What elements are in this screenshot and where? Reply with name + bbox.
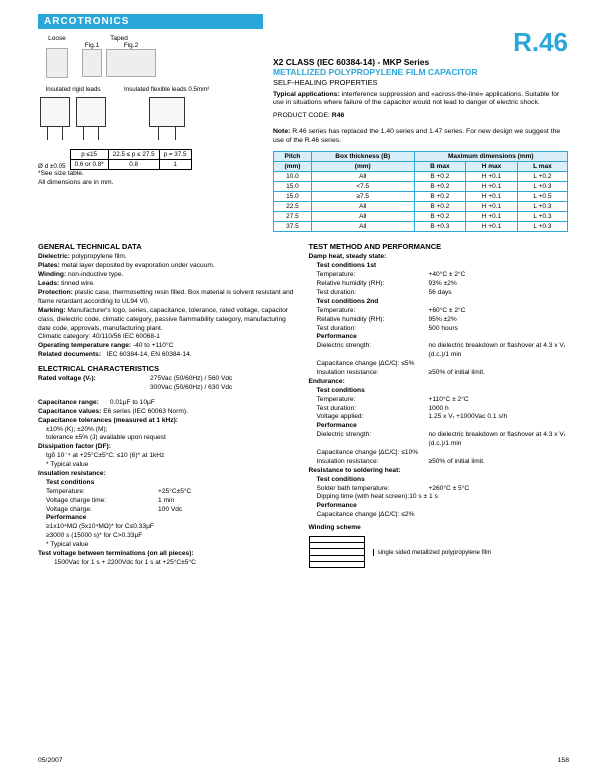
fig2-label: Fig.2 [106, 42, 156, 49]
gtd-plates: Plates: metal layer deposited by evapora… [38, 262, 299, 271]
damp-label: Damp heat, steady state: [309, 253, 570, 262]
product-code: PRODUCT CODE: R46 [273, 112, 568, 120]
page-footer: 05/2007 158 [38, 757, 569, 764]
table-row: 37.5AllB +0.3H +0.1L +0.3 [274, 222, 568, 232]
tv-label: Test voltage between terminations (on al… [38, 550, 299, 559]
gtd-related: Related documents: IEC 60384-14, EN 6038… [38, 351, 299, 360]
footer-date: 05/2007 [38, 757, 63, 764]
dimensions-table: PitchBox thickness (B)Maximum dimensions… [273, 151, 568, 232]
cap-range: Capacitance range: 0.01µF to 10µF [38, 399, 299, 408]
cap-values: Capacitance values: E6 series (IEC 60063… [38, 408, 299, 417]
tm-title: TEST METHOD AND PERFORMANCE [309, 242, 570, 251]
gtd-leads: Leads: tinned wire. [38, 280, 299, 289]
diameter-label: Ø d ±0.05 [38, 163, 66, 170]
ir-label: Insulation resistance: [38, 470, 299, 479]
gtd-title: GENERAL TECHNICAL DATA [38, 242, 299, 251]
gtd-dielectric: Dielectric: polypropylene film. [38, 253, 299, 262]
ctol-label: Capacitance tolerances (measured at 1 kH… [38, 417, 299, 426]
series-note: Note: R.46 series has replaced the 1.40 … [273, 128, 568, 145]
gtd-optemp: Operating temperature range: -40 to +110… [38, 342, 299, 351]
table-row: 15.0<7.5B +0.2H +0.1L +0.3 [274, 182, 568, 192]
elec-title: ELECTRICAL CHARACTERISTICS [38, 364, 299, 373]
loose-drawing [46, 48, 68, 78]
df-label: Dissipation factor (DF): [38, 443, 299, 452]
gtd-protection: Protection: plastic case, thermosetting … [38, 289, 299, 307]
rv-label: Rated voltage (Vᵣ): [38, 375, 150, 384]
package-drawings: Loose Taped Fig.1 Fig.2 [46, 35, 263, 80]
endurance-label: Endurance: [309, 378, 570, 387]
gtd-winding: Winding: non-inductive type. [38, 271, 299, 280]
taped-label: Taped [82, 35, 156, 42]
subtitle3: SELF-HEALING PROPERTIES [273, 78, 568, 87]
table-row: 10.0AllB +0.2H +0.1L +0.2 [274, 172, 568, 182]
series-title: R.46 [273, 29, 568, 55]
gtd-climatic: Climatic category: 40/110/56 IEC 60068-1 [38, 333, 299, 342]
typical-applications: Typical applications: Typical applicatio… [273, 91, 568, 108]
winding-scheme-label: Winding scheme [309, 524, 570, 533]
flex-leads-label: Insulated flexible leads 0.5mm² [124, 86, 209, 93]
gtd-marking: Marking: Manufacturer's logo, series, ca… [38, 307, 299, 334]
loose-label: Loose [46, 35, 68, 42]
fig2-drawing [106, 49, 156, 77]
winding-diagram: single sided metallized polypropylene fi… [309, 536, 570, 568]
rigid-leads-label: Insulated rigid leads [40, 86, 106, 93]
table-row: 22.5AllB +0.2H +0.1L +0.3 [274, 202, 568, 212]
see-size-note: *See size table. [38, 170, 263, 179]
subtitle1: X2 CLASS (IEC 60384-14) - MKP Series [273, 57, 568, 67]
fig1-drawing [82, 49, 102, 77]
pitch-table: p ≤1522.5 ≤ p ≤ 27.5p = 37.5 0.6 or 0.8*… [70, 149, 192, 170]
table-row: 15.0≥7.5B +0.2H +0.1L +0.5 [274, 192, 568, 202]
dims-mm-note: All dimensions are in mm. [38, 179, 263, 188]
rsh-label: Resistance to soldering heat: [309, 467, 570, 476]
fig1-label: Fig.1 [82, 42, 102, 49]
brand-bar: ARCOTRONICS [38, 14, 263, 29]
subtitle2: METALLIZED POLYPROPYLENE FILM CAPACITOR [273, 67, 568, 77]
footer-page: 158 [558, 757, 569, 764]
table-row: 27.5AllB +0.2H +0.1L +0.3 [274, 212, 568, 222]
